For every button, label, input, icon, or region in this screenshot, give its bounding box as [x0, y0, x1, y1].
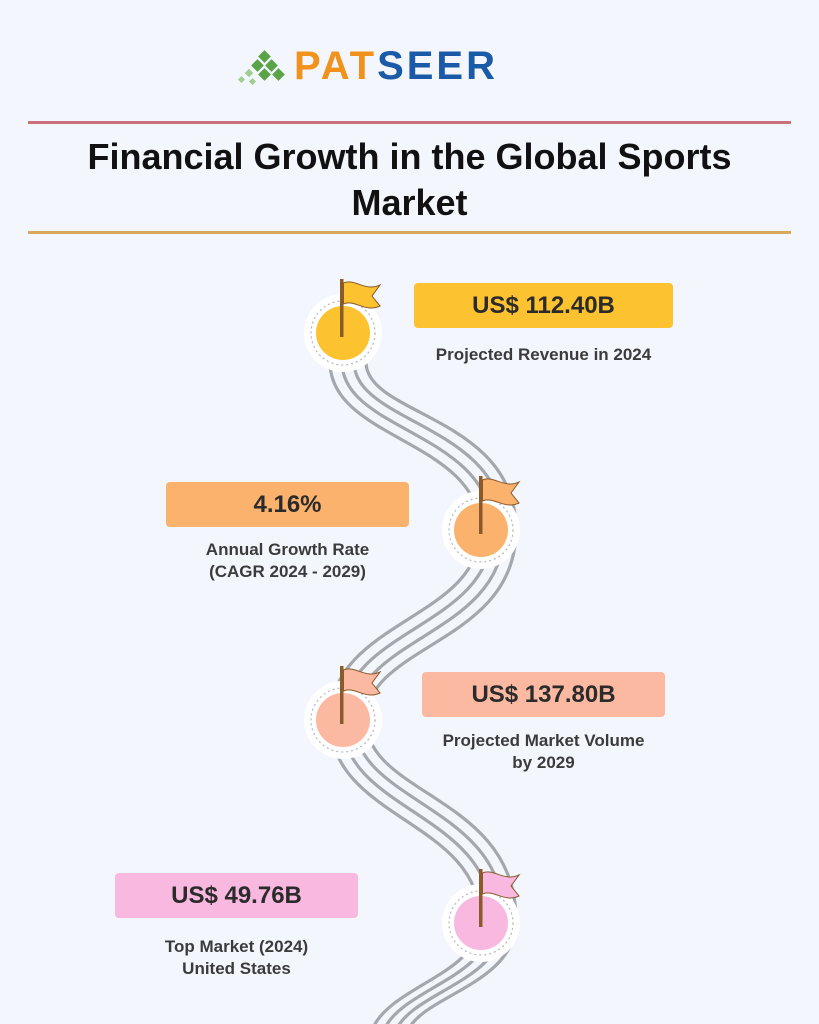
milestone-3-caption-line2: by 2029 [512, 753, 575, 772]
logo-text-seer: SEER [377, 44, 498, 88]
flag-icon [479, 869, 521, 927]
milestone-2-caption-line1: Annual Growth Rate [205, 540, 370, 559]
flag-icon [340, 279, 382, 337]
patseer-logo: PATSEER [0, 44, 819, 92]
milestone-4-caption-line1: Top Market (2024) [164, 937, 309, 956]
logo-wordmark: PATSEER [294, 44, 498, 88]
flag-icon [340, 666, 382, 724]
milestone-4-marker [442, 869, 521, 962]
milestone-3-value: US$ 137.80B [422, 672, 665, 717]
milestone-4-caption-line2: United States [182, 959, 291, 978]
milestone-1-caption-line1: Projected Revenue in 2024 [435, 345, 652, 364]
milestone-1-caption: Projected Revenue in 2024 [400, 344, 687, 366]
milestone-2-value: 4.16% [166, 482, 409, 527]
milestone-1-marker [304, 279, 382, 372]
flag-icon [479, 476, 521, 534]
milestone-3-caption: Projected Market Volume by 2029 [400, 730, 687, 774]
milestone-1-value: US$ 112.40B [414, 283, 673, 328]
milestone-2-caption-line2: (CAGR 2024 - 2029) [209, 562, 366, 581]
logo-text-pat: PAT [294, 44, 378, 88]
page-title: Financial Growth in the Global Sports Ma… [87, 136, 732, 223]
milestone-3-caption-line1: Projected Market Volume [442, 731, 645, 750]
top-divider [28, 121, 791, 124]
milestone-4-value: US$ 49.76B [115, 873, 358, 918]
milestone-2-caption: Annual Growth Rate (CAGR 2024 - 2029) [150, 539, 425, 583]
bottom-divider [28, 231, 791, 234]
milestone-3-marker [304, 666, 382, 759]
milestone-2-marker [442, 476, 521, 569]
milestone-4-caption: Top Market (2024) United States [100, 936, 373, 980]
logo-mark-icon [237, 50, 285, 86]
